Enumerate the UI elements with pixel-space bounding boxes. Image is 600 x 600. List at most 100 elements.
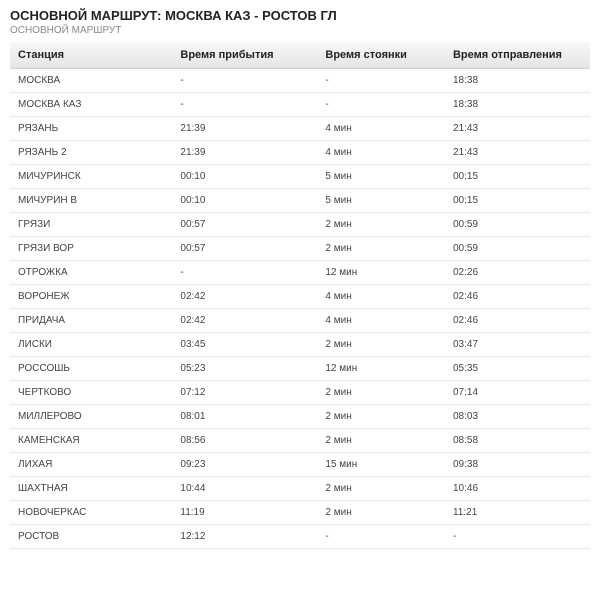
table-cell: 09:23 [172, 453, 317, 477]
table-cell: 21:43 [445, 141, 590, 165]
table-cell: 15 мин [317, 453, 445, 477]
table-cell: КАМЕНСКАЯ [10, 429, 172, 453]
table-cell: 2 мин [317, 405, 445, 429]
table-row: ГРЯЗИ00:572 мин00:59 [10, 213, 590, 237]
table-cell: 07:12 [172, 381, 317, 405]
table-cell: - [172, 69, 317, 93]
table-cell: МОСКВА КАЗ [10, 93, 172, 117]
table-cell: 12 мин [317, 357, 445, 381]
table-cell: РОСТОВ [10, 525, 172, 549]
schedule-container: ОСНОВНОЙ МАРШРУТ: МОСКВА КАЗ - РОСТОВ ГЛ… [0, 0, 600, 557]
table-header-row: Станция Время прибытия Время стоянки Вре… [10, 42, 590, 69]
table-cell: 00:10 [172, 165, 317, 189]
table-row: РОССОШЬ05:2312 мин05:35 [10, 357, 590, 381]
table-row: РЯЗАНЬ21:394 мин21:43 [10, 117, 590, 141]
table-cell: 10:46 [445, 477, 590, 501]
table-cell: 21:43 [445, 117, 590, 141]
table-cell: 08:03 [445, 405, 590, 429]
table-cell: 03:47 [445, 333, 590, 357]
table-cell: 11:21 [445, 501, 590, 525]
table-cell: ВОРОНЕЖ [10, 285, 172, 309]
table-cell: 00:59 [445, 237, 590, 261]
table-cell: - [445, 525, 590, 549]
table-cell: 18:38 [445, 93, 590, 117]
table-cell: ПРИДАЧА [10, 309, 172, 333]
table-cell: РЯЗАНЬ 2 [10, 141, 172, 165]
table-row: МИЛЛЕРОВО08:012 мин08:03 [10, 405, 590, 429]
table-cell: 00:15 [445, 165, 590, 189]
table-cell: НОВОЧЕРКАС [10, 501, 172, 525]
table-cell: ОТРОЖКА [10, 261, 172, 285]
table-row: МИЧУРИН В00:105 мин00:15 [10, 189, 590, 213]
table-cell: 2 мин [317, 501, 445, 525]
table-cell: ЧЕРТКОВО [10, 381, 172, 405]
schedule-table: Станция Время прибытия Время стоянки Вре… [10, 42, 590, 549]
table-cell: 02:46 [445, 309, 590, 333]
table-cell: МИЧУРИНСК [10, 165, 172, 189]
table-cell: 12 мин [317, 261, 445, 285]
table-row: МИЧУРИНСК00:105 мин00:15 [10, 165, 590, 189]
table-row: РОСТОВ12:12-- [10, 525, 590, 549]
table-cell: 5 мин [317, 165, 445, 189]
table-cell: 10:44 [172, 477, 317, 501]
table-row: ВОРОНЕЖ02:424 мин02:46 [10, 285, 590, 309]
table-cell: 4 мин [317, 117, 445, 141]
col-departure: Время отправления [445, 42, 590, 69]
table-cell: 05:35 [445, 357, 590, 381]
table-cell: МОСКВА [10, 69, 172, 93]
table-cell: 21:39 [172, 141, 317, 165]
table-cell: 03:45 [172, 333, 317, 357]
table-cell: 00:10 [172, 189, 317, 213]
table-cell: 02:42 [172, 285, 317, 309]
table-cell: 02:26 [445, 261, 590, 285]
table-cell: 12:12 [172, 525, 317, 549]
table-cell: 02:46 [445, 285, 590, 309]
table-cell: - [172, 93, 317, 117]
table-cell: 2 мин [317, 213, 445, 237]
table-cell: 18:38 [445, 69, 590, 93]
table-cell: - [317, 93, 445, 117]
table-cell: 00:57 [172, 237, 317, 261]
table-row: РЯЗАНЬ 221:394 мин21:43 [10, 141, 590, 165]
table-cell: 2 мин [317, 237, 445, 261]
page-title: ОСНОВНОЙ МАРШРУТ: МОСКВА КАЗ - РОСТОВ ГЛ [10, 8, 590, 23]
table-row: ОТРОЖКА-12 мин02:26 [10, 261, 590, 285]
table-cell: 00:15 [445, 189, 590, 213]
table-row: КАМЕНСКАЯ08:562 мин08:58 [10, 429, 590, 453]
col-stop: Время стоянки [317, 42, 445, 69]
table-cell: 4 мин [317, 141, 445, 165]
table-row: НОВОЧЕРКАС11:192 мин11:21 [10, 501, 590, 525]
table-cell: 07:14 [445, 381, 590, 405]
page-subtitle: ОСНОВНОЙ МАРШРУТ [10, 25, 590, 36]
table-row: ШАХТНАЯ10:442 мин10:46 [10, 477, 590, 501]
table-cell: ШАХТНАЯ [10, 477, 172, 501]
table-cell: 4 мин [317, 309, 445, 333]
table-row: ЛИХАЯ09:2315 мин09:38 [10, 453, 590, 477]
table-row: ЛИСКИ03:452 мин03:47 [10, 333, 590, 357]
table-cell: - [172, 261, 317, 285]
table-cell: МИЛЛЕРОВО [10, 405, 172, 429]
table-cell: - [317, 525, 445, 549]
table-cell: 2 мин [317, 429, 445, 453]
table-cell: 08:56 [172, 429, 317, 453]
table-cell: 2 мин [317, 333, 445, 357]
table-cell: 2 мин [317, 381, 445, 405]
table-cell: 00:59 [445, 213, 590, 237]
table-cell: 00:57 [172, 213, 317, 237]
table-cell: МИЧУРИН В [10, 189, 172, 213]
table-cell: - [317, 69, 445, 93]
table-cell: 21:39 [172, 117, 317, 141]
table-cell: 09:38 [445, 453, 590, 477]
table-cell: 4 мин [317, 285, 445, 309]
table-row: ЧЕРТКОВО07:122 мин07:14 [10, 381, 590, 405]
table-cell: 11:19 [172, 501, 317, 525]
table-cell: 02:42 [172, 309, 317, 333]
col-station: Станция [10, 42, 172, 69]
table-cell: ЛИХАЯ [10, 453, 172, 477]
table-cell: ГРЯЗИ [10, 213, 172, 237]
table-row: ПРИДАЧА02:424 мин02:46 [10, 309, 590, 333]
table-row: ГРЯЗИ ВОР00:572 мин00:59 [10, 237, 590, 261]
table-cell: РЯЗАНЬ [10, 117, 172, 141]
table-cell: 08:01 [172, 405, 317, 429]
table-cell: 2 мин [317, 477, 445, 501]
